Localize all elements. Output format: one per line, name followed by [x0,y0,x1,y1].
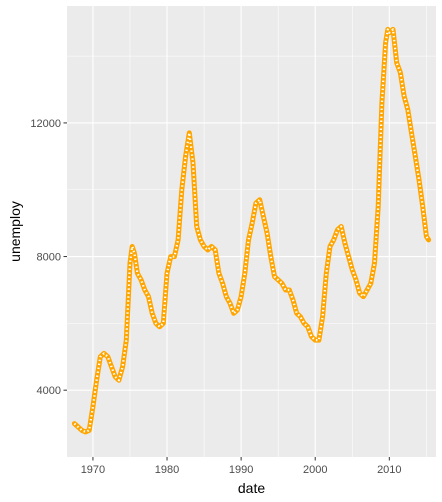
y-axis: 4000 8000 12000 [30,118,67,397]
x-tick-label: 2010 [377,464,401,476]
x-axis: 1970 1980 1990 2000 2010 [81,457,402,476]
x-tick-label: 1990 [229,464,253,476]
y-tick-label: 8000 [37,252,61,264]
x-tick-label: 2000 [303,464,327,476]
x-tick-label: 1970 [81,464,105,476]
x-tick-label: 1980 [155,464,179,476]
major-gridlines [67,6,436,457]
y-tick-label: 4000 [37,385,61,397]
y-tick-label: 12000 [30,118,61,130]
series-line-overlay [73,28,430,433]
series-layer [71,26,432,435]
minor-gridlines [67,6,436,457]
x-axis-title: date [238,480,265,496]
y-axis-title: unemploy [7,201,23,262]
